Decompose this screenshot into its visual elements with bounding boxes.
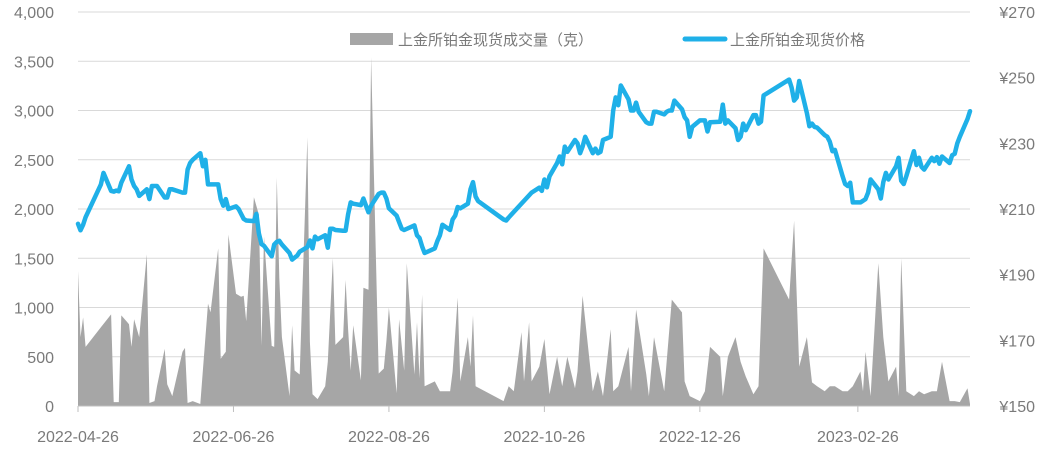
y-right-tick-label: ¥250 <box>998 71 1035 88</box>
legend-volume-swatch <box>350 33 393 45</box>
y-left-tick-label: 3,000 <box>14 104 54 121</box>
volume-area-layer <box>78 57 970 407</box>
volume-area <box>78 57 970 407</box>
legend-volume-label: 上金所铂金现货成交量（克） <box>398 31 593 49</box>
y-right-tick-label: ¥230 <box>998 136 1035 153</box>
y-right-tick-label: ¥190 <box>998 268 1035 285</box>
price-line <box>75 77 973 262</box>
legend: 上金所铂金现货成交量（克） 上金所铂金现货价格 <box>350 31 865 49</box>
price-line-layer <box>75 77 973 262</box>
y-left-tick-label: 0 <box>45 399 54 416</box>
y-right-tick-label: ¥270 <box>998 5 1035 22</box>
axes: 0 500 1,000 1,500 2,000 2,500 3,000 3,500 4,000 ¥… <box>14 5 1035 446</box>
y-right-tick-label: ¥150 <box>998 399 1035 416</box>
x-tick-label: 2022-06-26 <box>193 429 275 446</box>
legend-price-label: 上金所铂金现货价格 <box>730 31 865 49</box>
y-right-tick-label: ¥210 <box>998 202 1035 219</box>
y-left-tick-label: 2,500 <box>14 153 54 170</box>
y-left-tick-label: 4,000 <box>14 5 54 22</box>
x-tick-label: 2023-02-26 <box>817 429 899 446</box>
y-left-tick-label: 2,000 <box>14 202 54 219</box>
y-left-tick-label: 1,500 <box>14 251 54 268</box>
x-tick-label: 2022-04-26 <box>37 429 119 446</box>
y-left-tick-label: 1,000 <box>14 301 54 318</box>
y-left-tick-label: 3,500 <box>14 54 54 71</box>
y-left-tick-label: 500 <box>27 350 54 367</box>
y-right-tick-label: ¥170 <box>998 333 1035 350</box>
x-tick-label: 2022-10-26 <box>503 429 585 446</box>
x-tick-label: 2022-12-26 <box>659 429 741 446</box>
x-tick-label: 2022-08-26 <box>348 429 430 446</box>
